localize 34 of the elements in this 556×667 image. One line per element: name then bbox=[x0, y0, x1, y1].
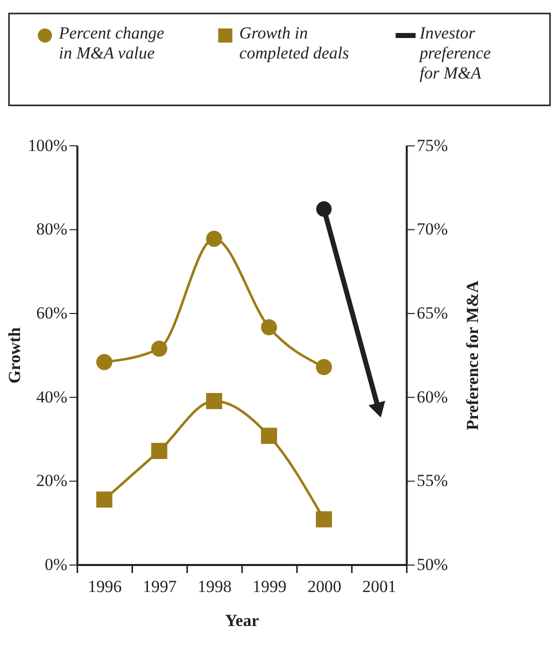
point bbox=[151, 442, 168, 459]
legend-label: Investor preference for M&A bbox=[418, 24, 492, 82]
y-tick-label: 0% bbox=[44, 555, 68, 574]
y2-tick-label: 70% bbox=[416, 220, 448, 239]
x-tick-label: 1998 bbox=[198, 577, 232, 596]
point bbox=[206, 230, 222, 247]
y-tick-label: 20% bbox=[36, 471, 68, 490]
y-axis-title: Growth bbox=[4, 326, 24, 384]
x-axis-title: Year bbox=[225, 610, 260, 630]
point bbox=[96, 354, 112, 370]
point bbox=[96, 492, 112, 508]
y2-axis-title: Preference for M&A bbox=[462, 280, 482, 430]
y-tick-label: 40% bbox=[36, 387, 68, 406]
y-tick-label: 100% bbox=[28, 136, 68, 155]
y2-tick-label: 50% bbox=[416, 555, 448, 574]
x-tick-label: 2000 bbox=[307, 577, 342, 596]
x-tick-label: 1996 bbox=[88, 577, 122, 596]
point bbox=[260, 428, 278, 444]
y2-tick-label: 65% bbox=[416, 303, 448, 322]
legend-label: Percent change in M&A value bbox=[58, 24, 165, 62]
x-tick-label: 1997 bbox=[142, 577, 177, 596]
point bbox=[316, 359, 332, 376]
y-tick-label: 60% bbox=[36, 303, 68, 322]
y2-tick-label: 75% bbox=[416, 136, 448, 155]
point bbox=[206, 393, 222, 410]
y-tick-label: 80% bbox=[36, 220, 68, 239]
point bbox=[151, 340, 168, 357]
x-tick-label: 2001 bbox=[362, 577, 396, 596]
legend-label: Growth in completed deals bbox=[239, 24, 350, 62]
x-tick-label: 1999 bbox=[252, 577, 286, 596]
point bbox=[316, 511, 332, 528]
point bbox=[260, 319, 278, 336]
y2-tick-label: 60% bbox=[416, 387, 448, 406]
y2-tick-label: 55% bbox=[416, 471, 448, 490]
